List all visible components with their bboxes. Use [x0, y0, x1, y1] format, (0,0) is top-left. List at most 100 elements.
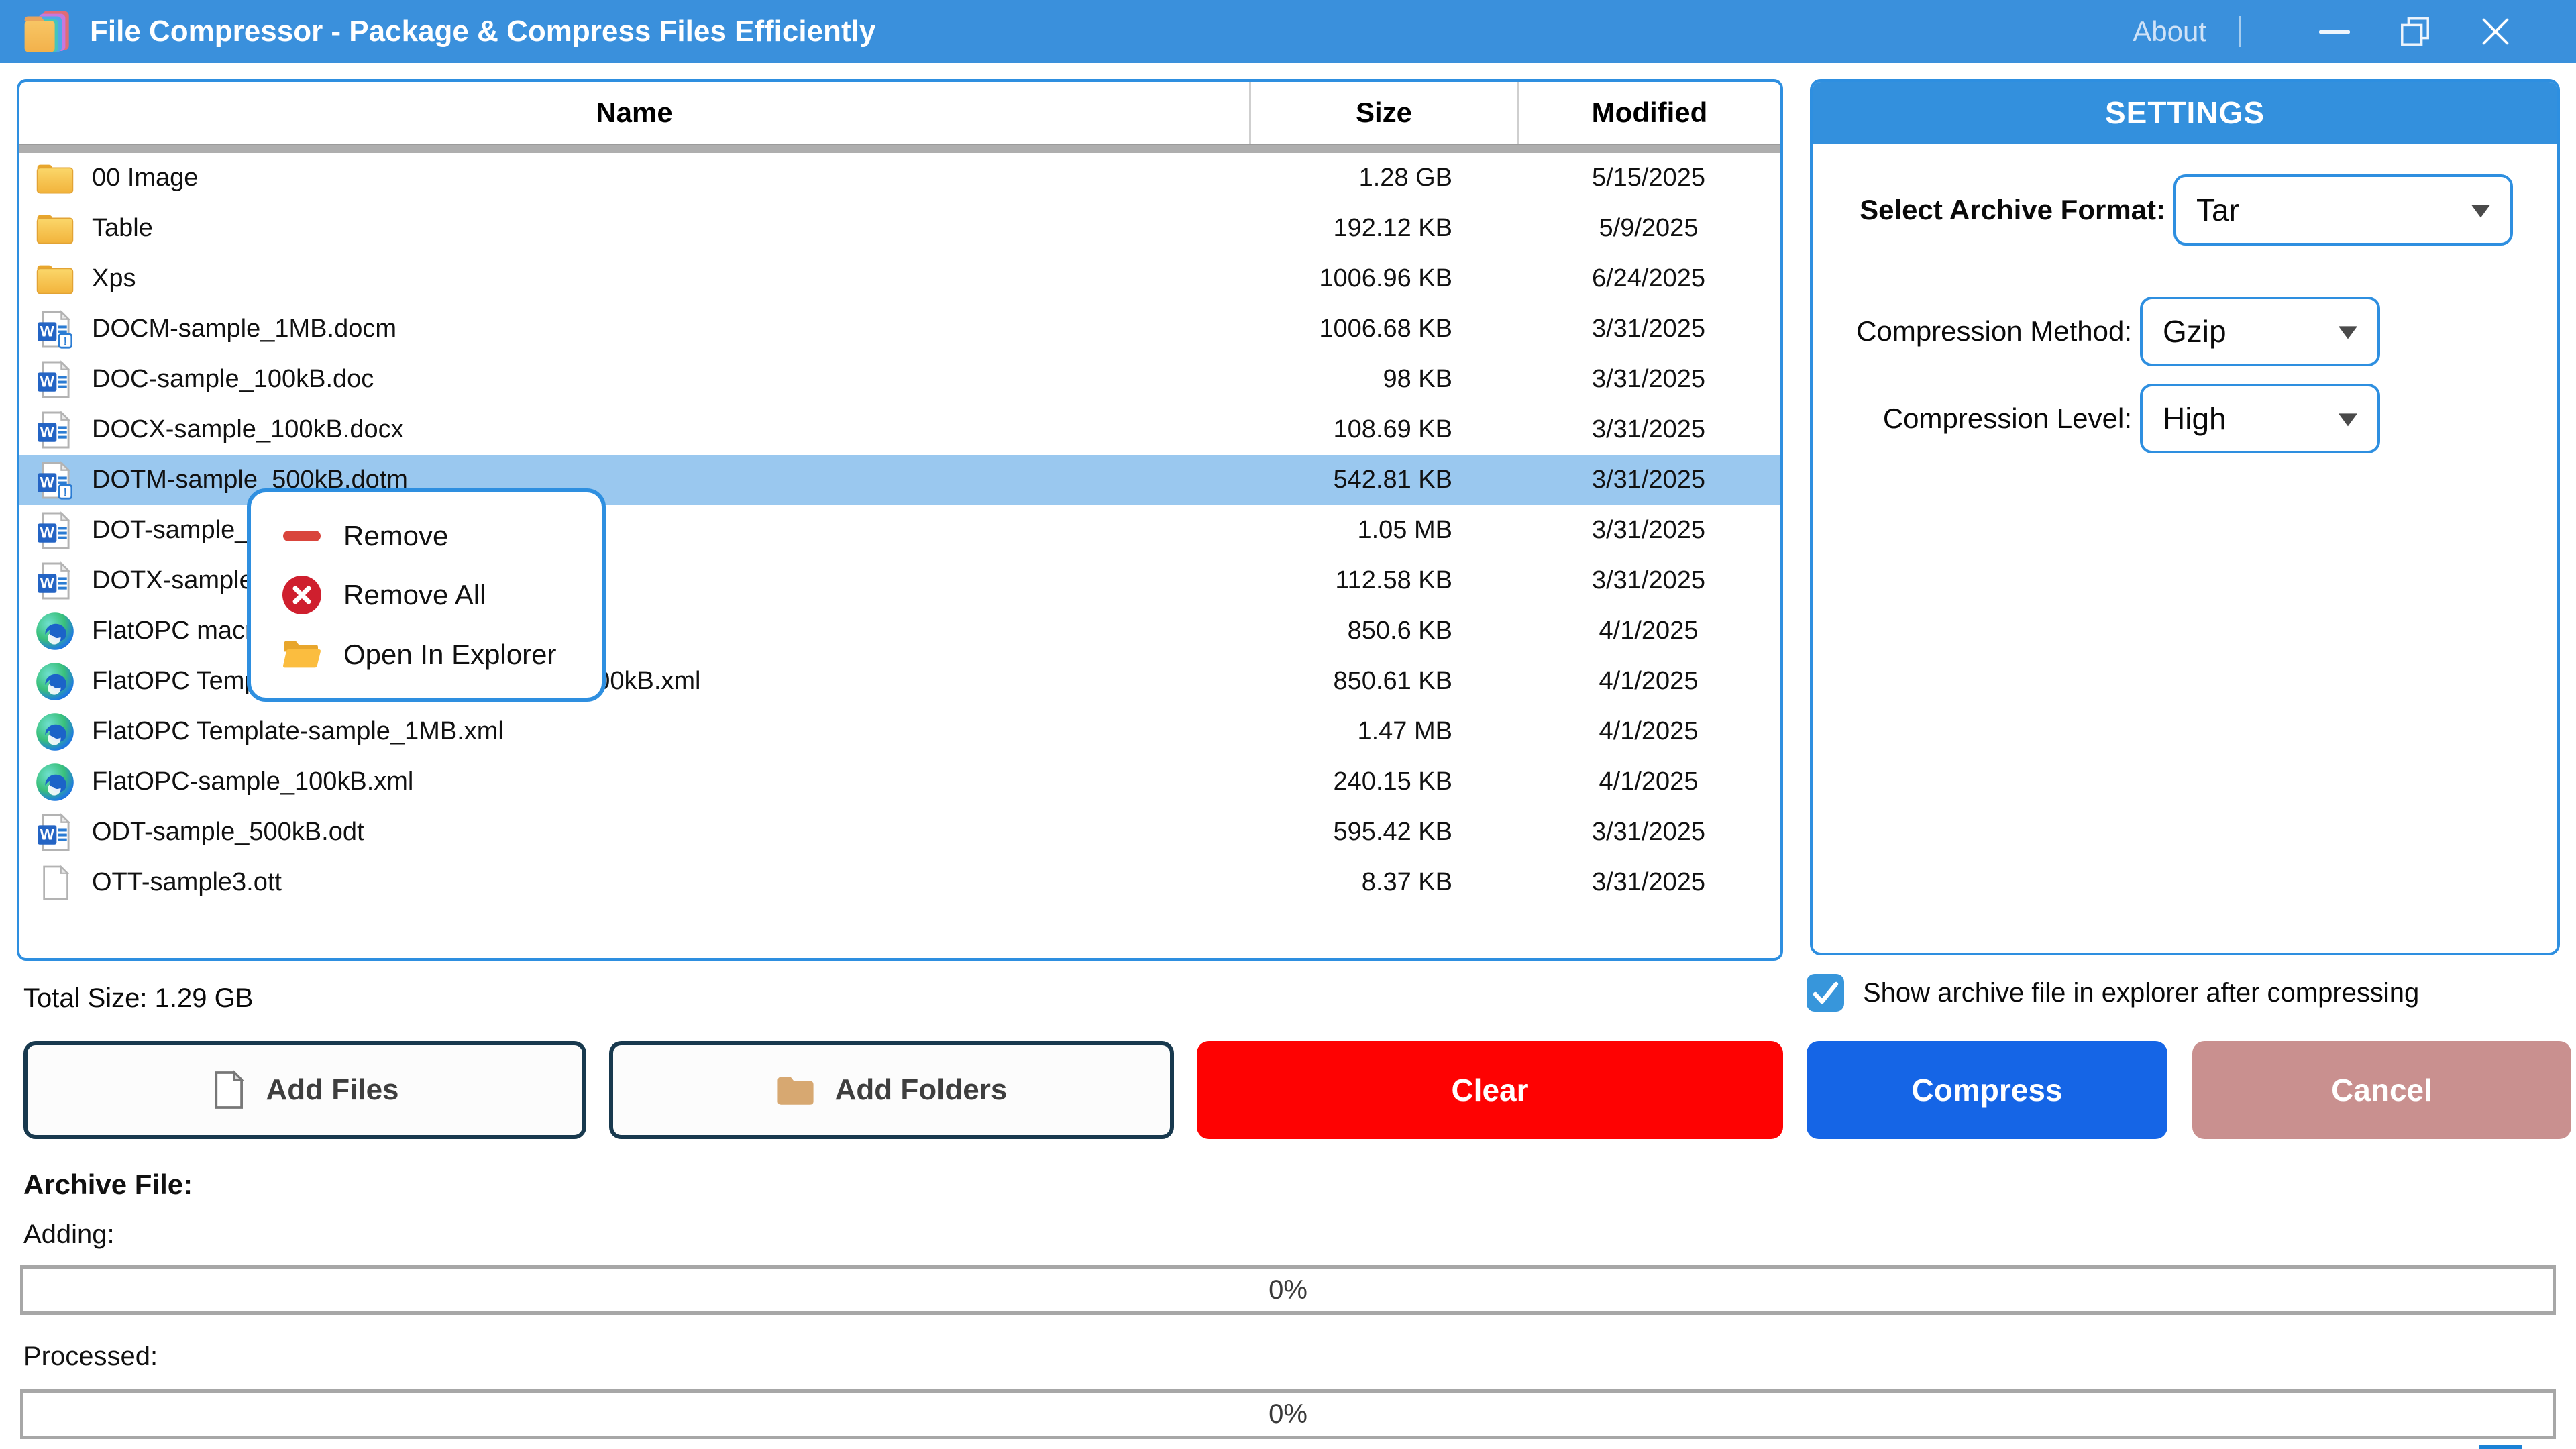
- file-modified: 5/9/2025: [1599, 214, 1699, 242]
- file-size: 1006.96 KB: [1319, 264, 1452, 292]
- compression-level-value: High: [2163, 401, 2226, 436]
- table-row[interactable]: Table 192.12 KB 5/9/2025: [19, 203, 1780, 254]
- table-row[interactable]: FlatOPC Template-sample_1MB.xml 1.47 MB …: [19, 706, 1780, 757]
- menu-item-remove[interactable]: Remove: [251, 516, 602, 556]
- file-modified: 3/31/2025: [1591, 818, 1706, 846]
- table-row[interactable]: DOCX-sample_100kB.docx 108.69 KB 3/31/20…: [19, 405, 1780, 455]
- close-icon: [2478, 14, 2513, 49]
- compression-method-value: Gzip: [2163, 314, 2226, 349]
- compression-level-label: Compression Level:: [1882, 402, 2132, 434]
- file-modified: 6/24/2025: [1591, 264, 1706, 292]
- file-name: OTT-sample3.ott: [92, 868, 282, 896]
- file-size: 1.05 MB: [1357, 516, 1452, 544]
- processed-progress-value: 0%: [1269, 1399, 1307, 1429]
- archive-format-select[interactable]: Tar: [2174, 174, 2513, 246]
- file-list-panel: Name Size Modified 00 Image 1.28 GB 5/15…: [17, 79, 1783, 961]
- column-header-size[interactable]: Size: [1249, 82, 1517, 144]
- add-files-label: Add Files: [266, 1073, 399, 1106]
- word-macro-icon: [34, 309, 76, 350]
- minimize-icon: [2319, 30, 2350, 34]
- compression-method-select[interactable]: Gzip: [2140, 297, 2380, 366]
- file-name: 00 Image: [92, 164, 199, 192]
- word-icon: [34, 359, 76, 400]
- maximize-button[interactable]: [2375, 8, 2455, 55]
- about-menu[interactable]: About: [2133, 15, 2206, 47]
- table-row[interactable]: FlatOPC-sample_100kB.xml 240.15 KB 4/1/2…: [19, 757, 1780, 807]
- compress-label: Compress: [1911, 1073, 2063, 1108]
- add-folders-label: Add Folders: [835, 1073, 1008, 1106]
- file-list-header: Name Size Modified: [19, 82, 1780, 144]
- restore-icon: [2398, 15, 2432, 48]
- file-name: Table: [92, 214, 153, 242]
- folder-plus-icon: [776, 1073, 815, 1107]
- clear-button[interactable]: Clear: [1197, 1041, 1783, 1139]
- menu-item-label: Open In Explorer: [343, 638, 557, 670]
- adding-progress-value: 0%: [1269, 1275, 1307, 1305]
- file-name: Xps: [92, 264, 136, 292]
- file-icon: [34, 862, 76, 904]
- titlebar-controls: About: [2133, 8, 2576, 55]
- word-icon: [34, 510, 76, 551]
- archive-format-label: Select Archive Format:: [1860, 194, 2165, 225]
- show-in-explorer-option[interactable]: Show archive file in explorer after comp…: [1807, 974, 2419, 1012]
- processed-label: Processed:: [23, 1342, 158, 1371]
- close-button[interactable]: [2455, 8, 2536, 55]
- file-size: 595.42 KB: [1333, 818, 1452, 846]
- open-folder-icon: [280, 635, 323, 675]
- add-files-button[interactable]: Add Files: [23, 1041, 586, 1139]
- minimize-button[interactable]: [2294, 8, 2375, 55]
- edge-icon: [34, 761, 76, 803]
- folder-icon: [34, 158, 76, 199]
- menu-item-label: Remove All: [343, 579, 486, 610]
- table-row[interactable]: 00 Image 1.28 GB 5/15/2025: [19, 153, 1780, 203]
- file-name: DOCM-sample_1MB.docm: [92, 315, 396, 343]
- file-size: 112.58 KB: [1335, 566, 1452, 594]
- table-row[interactable]: DOCM-sample_1MB.docm 1006.68 KB 3/31/202…: [19, 304, 1780, 354]
- checkbox-label: Show archive file in explorer after comp…: [1863, 977, 2420, 1008]
- file-size: 850.6 KB: [1347, 616, 1452, 645]
- clear-label: Clear: [1451, 1073, 1529, 1108]
- window-title: File Compressor - Package & Compress Fil…: [90, 15, 876, 48]
- word-icon: [34, 409, 76, 451]
- file-modified: 3/31/2025: [1591, 365, 1706, 393]
- column-header-modified[interactable]: Modified: [1517, 82, 1780, 144]
- chevron-down-icon: [2471, 205, 2490, 218]
- file-name: FlatOPC Template-sample_1MB.xml: [92, 717, 504, 745]
- file-size: 240.15 KB: [1333, 767, 1452, 796]
- table-row[interactable]: ODT-sample_500kB.odt 595.42 KB 3/31/2025: [19, 807, 1780, 857]
- file-modified: 3/31/2025: [1591, 868, 1706, 896]
- file-modified: 3/31/2025: [1591, 516, 1706, 544]
- file-name: DOCX-sample_100kB.docx: [92, 415, 404, 443]
- file-size: 1.28 GB: [1358, 164, 1452, 192]
- table-row[interactable]: DOC-sample_100kB.doc 98 KB 3/31/2025: [19, 354, 1780, 405]
- cancel-label: Cancel: [2331, 1073, 2432, 1108]
- adding-progress-bar: 0%: [20, 1265, 2556, 1315]
- checkbox-checked[interactable]: [1807, 974, 1844, 1012]
- cancel-button[interactable]: Cancel: [2192, 1041, 2571, 1139]
- archive-file-label: Archive File:: [23, 1169, 193, 1200]
- menu-item-remove-all[interactable]: Remove All: [251, 575, 602, 615]
- word-macro-icon: [34, 460, 76, 501]
- chevron-down-icon: [2339, 413, 2357, 427]
- bottom-edge-element: [2479, 1445, 2522, 1449]
- file-size: 192.12 KB: [1333, 214, 1452, 242]
- add-folders-button[interactable]: Add Folders: [609, 1041, 1174, 1139]
- file-modified: 4/1/2025: [1599, 717, 1699, 745]
- column-header-name[interactable]: Name: [596, 97, 673, 128]
- remove-icon: [280, 516, 323, 556]
- edge-icon: [34, 711, 76, 753]
- remove-all-icon: [280, 575, 323, 615]
- file-modified: 4/1/2025: [1599, 767, 1699, 796]
- file-plus-icon: [211, 1069, 246, 1111]
- settings-panel: SETTINGS Select Archive Format: Tar Comp…: [1810, 79, 2560, 955]
- folder-icon: [34, 258, 76, 300]
- compress-button[interactable]: Compress: [1807, 1041, 2167, 1139]
- menu-item-open-in-explorer[interactable]: Open In Explorer: [251, 635, 602, 675]
- file-modified: 3/31/2025: [1591, 566, 1706, 594]
- processed-progress-bar: 0%: [20, 1389, 2556, 1439]
- file-size: 542.81 KB: [1333, 466, 1452, 494]
- table-row[interactable]: Xps 1006.96 KB 6/24/2025: [19, 254, 1780, 304]
- compression-level-select[interactable]: High: [2140, 384, 2380, 453]
- table-row[interactable]: OTT-sample3.ott 8.37 KB 3/31/2025: [19, 857, 1780, 908]
